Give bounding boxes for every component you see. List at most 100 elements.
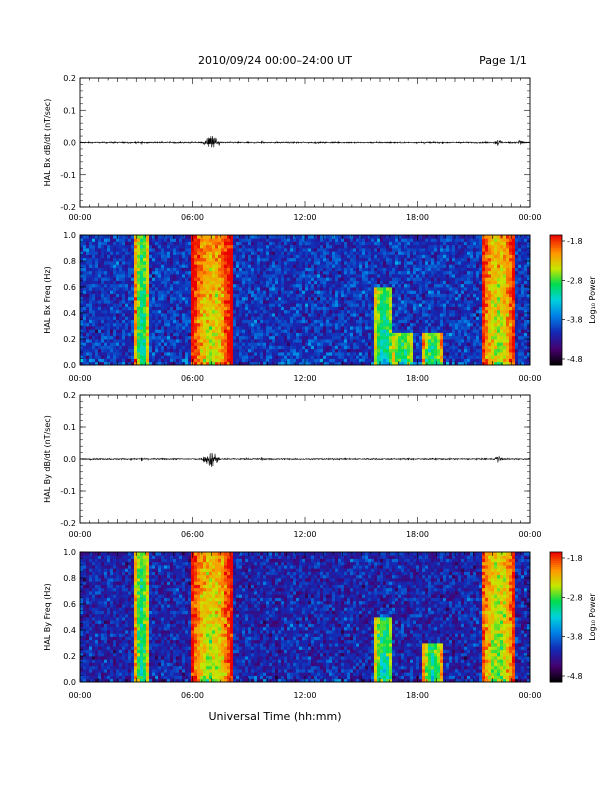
spectrogram-cell [374,306,378,311]
spectrogram-cell [125,309,129,314]
spectrogram-cell [113,326,117,330]
spectrogram-cell [155,296,159,301]
spectrogram-cell [245,248,249,252]
spectrogram-cell [113,296,117,301]
spectrogram-cell [350,335,354,340]
spectrogram-cell [275,254,279,259]
spectrogram-cell [356,306,360,311]
spectrogram-cell [80,355,84,359]
spectrogram-cell [260,235,264,239]
spectrogram-cell [191,329,195,333]
spectrogram-cell [173,352,177,356]
spectrogram-cell [251,348,255,353]
spectrogram-cell [164,283,168,288]
spectrogram-cell [431,244,435,249]
spectrogram-cell [335,270,339,275]
spectrogram-cell [164,345,168,350]
spectrogram-cell [209,290,213,294]
spectrogram-cell [344,335,348,340]
spectrogram-cell [146,348,150,353]
spectrogram-cell [257,274,261,278]
spectrogram-cell [314,293,318,298]
spectrogram-cell [89,329,93,333]
spectrogram-cell [89,290,93,294]
spectrogram-cell [440,352,444,356]
spectrogram-cell [113,352,117,356]
spectrogram-cell [356,339,360,343]
spectrogram-cell [176,361,180,366]
spectrogram-cell [353,241,357,246]
spectrogram-cell [323,274,327,278]
spectrogram-cell [362,241,366,246]
spectrogram-cell [245,345,249,350]
spectrogram-cell [257,358,261,363]
spectrogram-cell [428,306,432,311]
spectrogram-cell [281,254,285,259]
spectrogram-cell [185,361,189,366]
spectrogram-cell [278,361,282,366]
spectrogram-cell [386,283,390,288]
spectrogram-cell [422,335,426,340]
spectrogram-cell [278,244,282,249]
spectrogram-cell [95,319,99,324]
spectrogram-cell [326,348,330,353]
spectrogram-cell [173,277,177,281]
spectrogram-cell [260,277,264,281]
spectrogram-cell [233,300,237,304]
spectrogram-cell [284,280,288,285]
spectrogram-cell [419,348,423,353]
spectrogram-cell [206,306,210,311]
spectrogram-cell [371,264,375,268]
spectrogram-cell [374,352,378,356]
spectrogram-cell [254,293,258,298]
spectrogram-cell [404,326,408,330]
spectrogram-cell [299,339,303,343]
spectrogram-cell [185,316,189,320]
spectrogram-cell [350,287,354,291]
spectrogram-cell [140,361,144,366]
spectrogram-cell [329,329,333,333]
spectrogram-cell [416,339,420,343]
spectrogram-cell [83,267,87,272]
spectrogram-cell [92,254,96,259]
spectrogram-cell [206,254,210,259]
spectrogram-cell [290,358,294,363]
spectrogram-cell [263,283,267,288]
spectrogram-cell [146,251,150,255]
spectrogram-cell [323,316,327,320]
spectrogram-cell [308,290,312,294]
spectrogram-cell [113,267,117,272]
spectrogram-cell [365,293,369,298]
spectrogram-cell [137,339,141,343]
spectrogram-cell [401,290,405,294]
spectrogram-cell [332,261,336,265]
spectrogram-cell [305,355,309,359]
spectrogram-cell [407,361,411,366]
spectrogram-cell [413,361,417,366]
spectrogram-cell [260,326,264,330]
spectrogram-cell [155,358,159,363]
spectrogram-cell [242,332,246,337]
spectrogram-cell [239,361,243,366]
spectrogram-cell [140,251,144,255]
spectrogram-cell [437,326,441,330]
spectrogram-cell [92,326,96,330]
spectrogram-cell [359,235,363,239]
spectrogram-cell [293,251,297,255]
spectrogram-cell [299,238,303,242]
spectrogram-cell [80,293,84,298]
spectrogram-cell [191,277,195,281]
spectrogram-cell [122,248,126,252]
spectrogram-cell [401,309,405,314]
spectrogram-cell [374,348,378,353]
spectrogram-cell [365,277,369,281]
spectrogram-cell [227,248,231,252]
spectrogram-cell [143,274,147,278]
spectrogram-cell [350,355,354,359]
spectrogram-cell [143,270,147,275]
spectrogram-cell [236,322,240,327]
spectrogram-cell [344,332,348,337]
spectrogram-cell [239,257,243,262]
spectrogram-cell [371,348,375,353]
spectrogram-cell [164,355,168,359]
